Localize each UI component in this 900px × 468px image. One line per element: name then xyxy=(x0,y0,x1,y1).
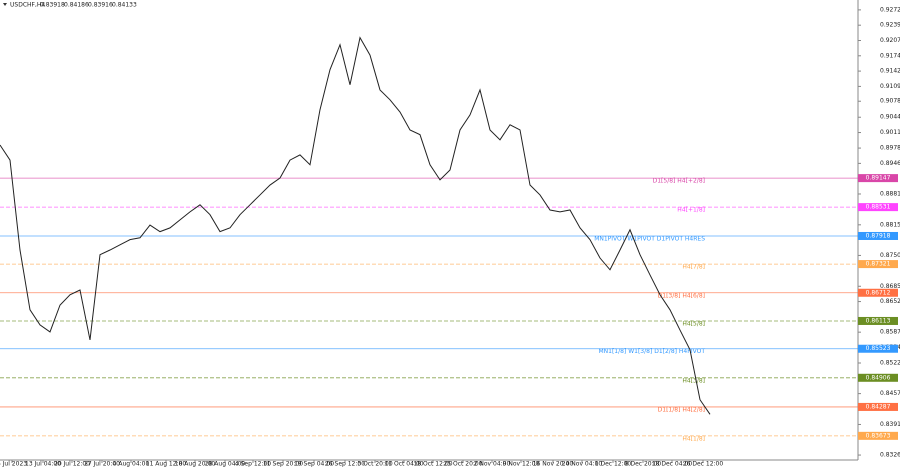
x-tick-label: 26 Dec 12:00 xyxy=(683,461,724,468)
y-tick-label: 0.91745 xyxy=(880,52,900,59)
price-box-label: 0.87321 xyxy=(866,261,891,268)
menu-arrow[interactable] xyxy=(3,3,7,6)
x-tick-label: 1 Dec 12:00 xyxy=(595,461,632,468)
price-box-label: 0.83673 xyxy=(866,432,891,439)
price-box-label: 0.84287 xyxy=(866,403,891,410)
x-tick-label: 27 Jul 20:00 xyxy=(84,461,120,468)
price-box-label: 0.85523 xyxy=(866,345,891,352)
x-tick-label: 5 Jul 2023 xyxy=(0,461,27,468)
x-tick-label: 13 Jul 04:00 xyxy=(25,461,61,468)
x-tick-label: 9 Nov 12:00 xyxy=(503,461,540,468)
x-tick-label: 20 Jul 12:00 xyxy=(54,461,90,468)
price-box xyxy=(858,344,898,353)
price-box xyxy=(858,260,898,269)
price-box xyxy=(858,316,898,325)
price-box xyxy=(858,203,898,212)
x-tick-label: 26 Sep 12:00 xyxy=(325,461,365,468)
price-box-label: 0.84906 xyxy=(866,374,891,381)
y-tick-label: 0.85875 xyxy=(880,329,900,336)
y-tick-label: 0.83265 xyxy=(880,452,900,459)
price-box xyxy=(858,174,898,183)
price-box xyxy=(858,402,898,411)
level-label: H4[5/8] xyxy=(682,320,705,327)
price-box xyxy=(858,288,898,297)
ohlc-value: 0.84186 xyxy=(64,2,89,9)
symbol-label: USDCHF,H4 xyxy=(10,2,45,9)
level-label: H4[+1/8] xyxy=(677,207,705,214)
y-tick-label: 0.90115 xyxy=(880,129,900,136)
price-box-label: 0.87918 xyxy=(866,232,891,239)
price-box xyxy=(858,373,898,382)
level-label: D1[5/8] H4[+2/8] xyxy=(653,178,705,185)
level-label: MN1[1/8] W1[3/8] D1[2/8] H4PIVOT xyxy=(598,348,705,355)
y-tick-label: 0.91095 xyxy=(880,83,900,90)
x-tick-label: 11 Aug 12:00 xyxy=(146,461,187,468)
x-tick-label: 4 Sep 12:00 xyxy=(235,461,271,468)
level-label: MN1PIVOT W1PIVOT D1PIVOT H4RES xyxy=(594,235,705,242)
x-tick-label: 19 Sep 04:00 xyxy=(294,461,334,468)
level-label: D1[3/8] H4[6/8] xyxy=(658,292,705,299)
y-tick-label: 0.89785 xyxy=(880,145,900,152)
price-box-label: 0.86712 xyxy=(866,289,891,296)
ohlc-value: 0.84133 xyxy=(112,2,137,9)
x-tick-label: 18 Oct 12:00 xyxy=(413,461,452,468)
x-tick-label: 28 Aug 04:00 xyxy=(205,461,246,468)
level-label: D1[1/8] H4[2/8] xyxy=(658,406,705,413)
x-tick-label: 18 Aug 20:00 xyxy=(175,461,216,468)
ohlc-value: 0.83918 xyxy=(40,2,65,9)
y-tick-label: 0.88155 xyxy=(880,221,900,228)
price-line xyxy=(0,36,711,415)
level-label: H4[7/8] xyxy=(682,264,705,271)
price-box-label: 0.86113 xyxy=(866,317,891,324)
x-tick-label: 2 Nov 04:00 xyxy=(474,461,511,468)
y-tick-label: 0.87505 xyxy=(880,252,900,259)
price-box-label: 0.89147 xyxy=(866,175,891,182)
x-tick-label: 18 Dec 04:00 xyxy=(652,461,693,468)
level-label: H4[3/8] xyxy=(682,377,705,384)
price-box xyxy=(858,231,898,240)
x-tick-label: 3 Oct 20:00 xyxy=(357,461,392,468)
header: USDCHF,H40.83918 0.84186 0.83916 0.84133 xyxy=(10,2,137,9)
y-tick-label: 0.83915 xyxy=(880,421,900,428)
price-box-label: 0.88531 xyxy=(866,204,891,211)
x-tick-label: 8 Dec 20:00 xyxy=(625,461,662,468)
x-tick-label: 25 Oct 20:00 xyxy=(443,461,482,468)
x-tick-label: 11 Sep 20:00 xyxy=(263,461,303,468)
y-tick-label: 0.86525 xyxy=(880,298,900,305)
price-box xyxy=(858,431,898,440)
x-tick-label: 4 Aug 04:00 xyxy=(113,461,150,468)
x-tick-label: 11 Oct 04:00 xyxy=(384,461,423,468)
x-tick-label: 24 Nov 04:00 xyxy=(562,461,603,468)
level-label: H4[1/8] xyxy=(682,435,705,442)
y-tick-label: 0.92395 xyxy=(880,22,900,29)
ohlc-value: 0.83916 xyxy=(88,2,113,9)
x-tick-label: 16 Nov 20:00 xyxy=(533,461,574,468)
